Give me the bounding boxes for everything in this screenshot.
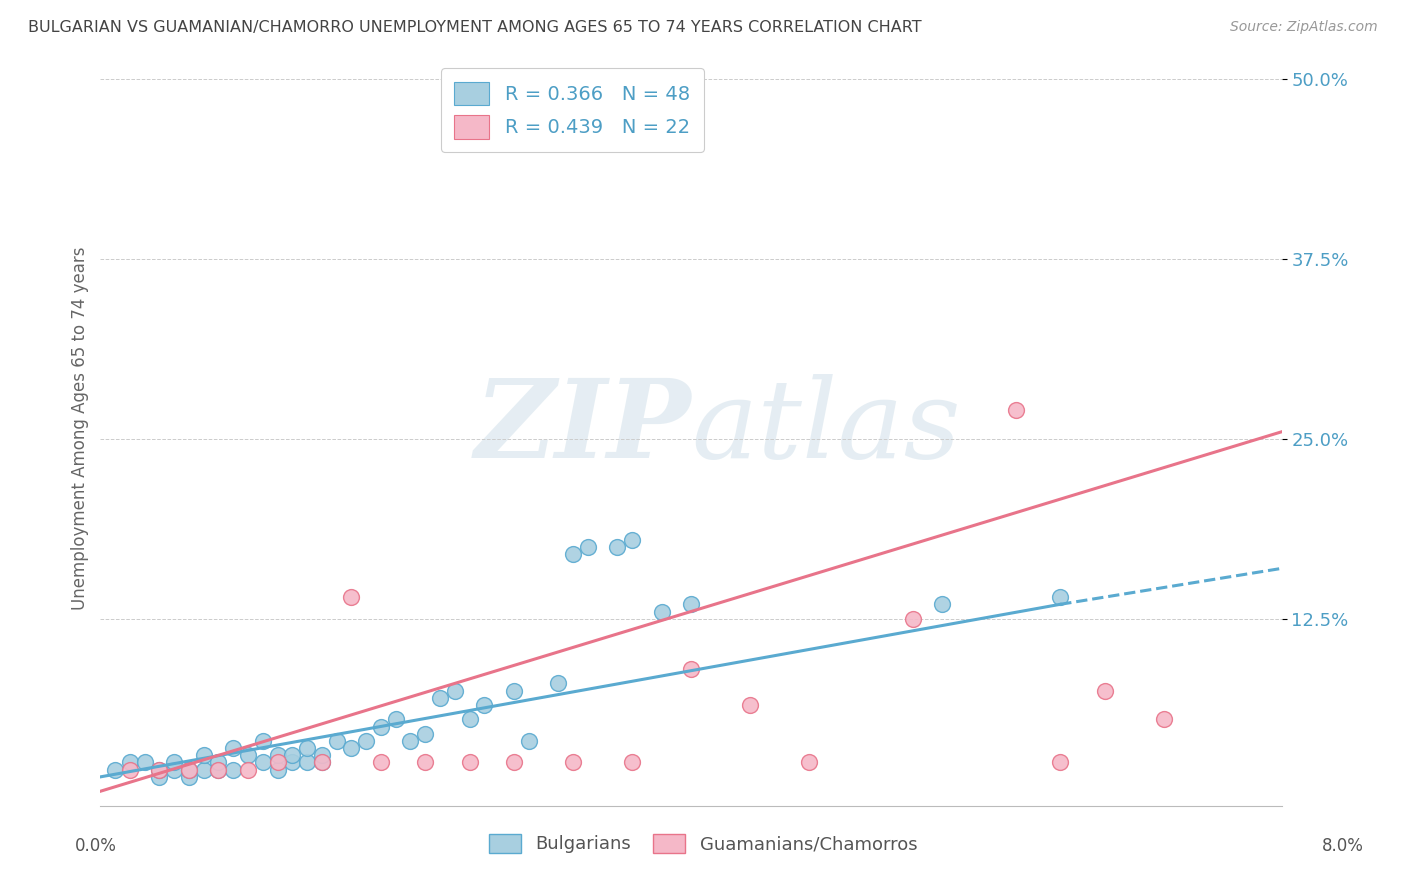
Point xyxy=(311,748,333,763)
Point xyxy=(399,734,422,748)
Point xyxy=(429,690,451,705)
Point xyxy=(193,763,215,777)
Point xyxy=(281,756,304,770)
Point xyxy=(295,756,318,770)
Point xyxy=(311,756,333,770)
Point xyxy=(740,698,762,712)
Point xyxy=(561,547,583,561)
Point xyxy=(193,748,215,763)
Point xyxy=(650,605,672,619)
Point xyxy=(1005,403,1028,417)
Point xyxy=(148,770,170,784)
Point xyxy=(679,662,702,676)
Point xyxy=(547,676,569,690)
Point xyxy=(104,763,127,777)
Point xyxy=(799,756,821,770)
Point xyxy=(266,748,288,763)
Point xyxy=(606,540,628,554)
Point xyxy=(163,756,186,770)
Point xyxy=(207,763,229,777)
Point xyxy=(177,763,200,777)
Point xyxy=(458,712,481,726)
Point xyxy=(679,597,702,611)
Point xyxy=(163,763,186,777)
Legend: R = 0.366   N = 48, R = 0.439   N = 22: R = 0.366 N = 48, R = 0.439 N = 22 xyxy=(441,68,704,153)
Point xyxy=(931,597,953,611)
Point xyxy=(252,756,274,770)
Point xyxy=(413,727,436,741)
Point xyxy=(148,763,170,777)
Point xyxy=(1049,756,1071,770)
Point xyxy=(295,741,318,756)
Point xyxy=(340,741,363,756)
Point xyxy=(370,756,392,770)
Text: 8.0%: 8.0% xyxy=(1322,837,1364,855)
Point xyxy=(517,734,540,748)
Text: Source: ZipAtlas.com: Source: ZipAtlas.com xyxy=(1230,20,1378,34)
Text: 0.0%: 0.0% xyxy=(75,837,117,855)
Point xyxy=(252,734,274,748)
Y-axis label: Unemployment Among Ages 65 to 74 years: Unemployment Among Ages 65 to 74 years xyxy=(72,246,89,610)
Point xyxy=(177,770,200,784)
Point xyxy=(413,756,436,770)
Point xyxy=(354,734,377,748)
Point xyxy=(1049,590,1071,604)
Point xyxy=(458,756,481,770)
Point xyxy=(502,756,524,770)
Point xyxy=(561,756,583,770)
Point xyxy=(118,756,141,770)
Point xyxy=(236,748,259,763)
Point xyxy=(620,533,643,547)
Point xyxy=(340,590,363,604)
Text: ZIP: ZIP xyxy=(474,375,690,482)
Point xyxy=(576,540,599,554)
Point xyxy=(207,763,229,777)
Point xyxy=(266,763,288,777)
Point xyxy=(222,741,245,756)
Point xyxy=(177,763,200,777)
Text: atlas: atlas xyxy=(690,375,960,482)
Point xyxy=(901,612,924,626)
Point xyxy=(236,763,259,777)
Point xyxy=(148,763,170,777)
Point xyxy=(311,756,333,770)
Point xyxy=(134,756,156,770)
Legend: Bulgarians, Guamanians/Chamorros: Bulgarians, Guamanians/Chamorros xyxy=(481,826,925,861)
Point xyxy=(1094,683,1116,698)
Point xyxy=(443,683,465,698)
Point xyxy=(325,734,347,748)
Point xyxy=(370,720,392,734)
Point xyxy=(384,712,406,726)
Point xyxy=(620,756,643,770)
Point xyxy=(1153,712,1175,726)
Point xyxy=(281,748,304,763)
Point xyxy=(207,756,229,770)
Point xyxy=(472,698,495,712)
Point xyxy=(118,763,141,777)
Point xyxy=(222,763,245,777)
Text: BULGARIAN VS GUAMANIAN/CHAMORRO UNEMPLOYMENT AMONG AGES 65 TO 74 YEARS CORRELATI: BULGARIAN VS GUAMANIAN/CHAMORRO UNEMPLOY… xyxy=(28,20,922,35)
Point xyxy=(266,756,288,770)
Point xyxy=(502,683,524,698)
